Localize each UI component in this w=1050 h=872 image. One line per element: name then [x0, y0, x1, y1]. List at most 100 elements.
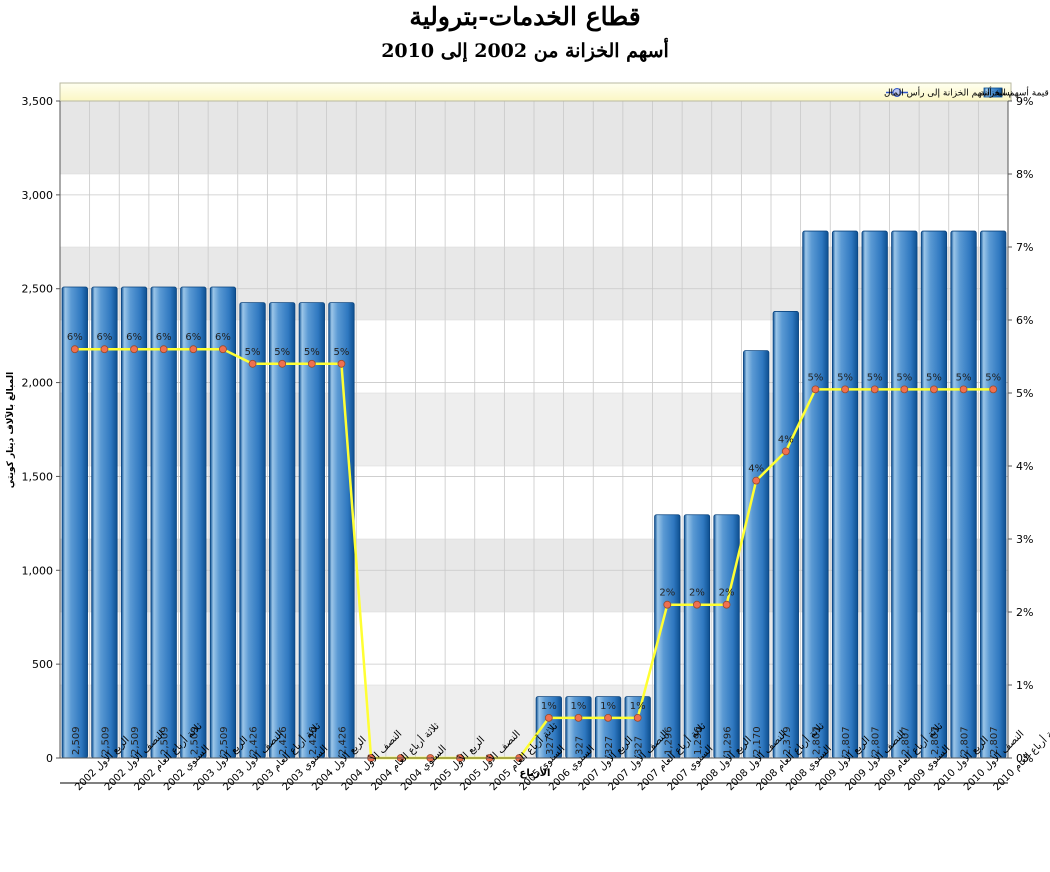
ratio-value-label: 1% [630, 701, 646, 712]
y2-tick-label: 9% [1016, 95, 1033, 108]
bar-series [61, 230, 1007, 759]
bar-value-label: 2,807 [900, 726, 911, 755]
bar [920, 230, 948, 759]
bar-value-label: 2,426 [337, 726, 348, 755]
line-series: 6% 6% 6% 6% 6% 6% 5% 5% 5% 5% 1% 1% 1% 1% 2% 2% 2% 4% 4% 5%… [67, 332, 1001, 762]
ratio-point [633, 713, 642, 722]
ratio-point [841, 385, 849, 394]
ratio-point [989, 385, 998, 394]
axes [59, 101, 1009, 784]
bar-value-label: 2,426 [249, 726, 260, 755]
bar [180, 286, 207, 759]
y-tick-label: 500 [32, 658, 53, 671]
ratio-point [159, 345, 168, 354]
ratio-value-label: 5% [837, 372, 853, 383]
y2-tick-label: 0% [1016, 752, 1033, 765]
ratio-point [959, 385, 968, 394]
ratio-point [544, 713, 553, 722]
y-tick-label: 1,500 [22, 470, 54, 483]
bar [743, 350, 770, 759]
ratio-point [219, 345, 227, 354]
y2-tick-label: 8% [1016, 168, 1033, 181]
y-tick-label: 2,500 [22, 283, 54, 296]
ratio-value-label: 6% [185, 332, 201, 343]
y-tick-label: 1,000 [22, 564, 54, 577]
y-tick-label: 3,000 [22, 189, 54, 202]
bar [683, 514, 711, 759]
bar [713, 514, 740, 759]
bar-value-label: 2,807 [811, 726, 822, 755]
ratio-value-label: 1% [600, 701, 616, 712]
bar-value-label: 327 [545, 736, 556, 755]
ratio-point [722, 600, 731, 609]
ratio-point [811, 385, 820, 394]
bar [239, 302, 266, 759]
ratio-value-label: 6% [215, 332, 231, 343]
ratio-line [74, 347, 994, 760]
bar [772, 311, 799, 759]
chart-title: قطاع الخدمات-بترولية [409, 2, 641, 31]
bar-value-label: 2,509 [189, 726, 200, 755]
bar-value-label: 2,426 [278, 726, 289, 755]
y-axis-ticks: 0 500 1,000 1,500 2,000 2,500 3,000 3,500 [22, 95, 60, 765]
ratio-point [130, 345, 138, 354]
ratio-point [574, 713, 583, 722]
ratio-value-label: 5% [985, 372, 1001, 383]
y-tick-label: 3,500 [22, 95, 54, 108]
ratio-point [307, 359, 316, 368]
chart-subtitle: أسهم الخزانة من 2002 إلى 2010 [381, 40, 669, 62]
ratio-point [663, 600, 672, 609]
bar-value-label: 2,509 [160, 726, 171, 755]
y2-tick-label: 3% [1016, 533, 1033, 546]
ratio-value-label: 5% [808, 372, 824, 383]
y-tick-label: 2,000 [22, 377, 54, 390]
ratio-point [930, 385, 938, 394]
ratio-point [337, 359, 346, 368]
ratio-value-label: 6% [67, 332, 83, 343]
bar-value-label: 2,807 [930, 726, 941, 755]
bar-value-label: 2,426 [308, 726, 319, 755]
bar-value-label: 2,379 [782, 726, 793, 755]
legend-bar-swatch [983, 87, 1003, 98]
y2-tick-label: 6% [1016, 314, 1033, 327]
bar-value-label: 1,296 [723, 726, 734, 755]
y2-tick-label: 2% [1016, 606, 1033, 619]
bar [802, 230, 829, 759]
ratio-point [248, 359, 257, 368]
ratio-point [604, 713, 612, 722]
ratio-point [693, 600, 701, 609]
y-tick-label: 0 [46, 752, 53, 765]
ratio-point [189, 345, 198, 354]
bar [269, 302, 296, 759]
y2-tick-label: 7% [1016, 241, 1033, 254]
bar-value-label: 1,296 [693, 726, 704, 755]
ratio-value-label: 1% [571, 701, 587, 712]
ratio-value-label: 5% [245, 347, 261, 358]
bar [861, 230, 888, 759]
ratio-value-label: 6% [126, 332, 142, 343]
bar [61, 286, 88, 759]
bar-value-label: 2,509 [219, 726, 230, 755]
bar-value-label: 2,509 [130, 726, 141, 755]
ratio-value-label: 2% [659, 588, 675, 599]
y-axis-label: المبالغ بالآلاف دينار كويتي [4, 372, 16, 488]
ratio-point [70, 345, 79, 354]
ratio-value-label: 5% [896, 372, 912, 383]
legend-bar-label: قيمة أسهم الخزانة [980, 87, 1049, 99]
ratio-value-label: 5% [334, 347, 350, 358]
bar-data-labels: 2,509 2,509 2,509 2,509 2,509 2,509 2,426 2,426… [71, 726, 1000, 755]
ratio-point [900, 385, 909, 394]
bar [150, 286, 177, 759]
legend-line-marker [892, 88, 902, 97]
bar [298, 302, 325, 759]
bar [891, 230, 918, 759]
ratio-value-label: 5% [867, 372, 883, 383]
bar-value-label: 2,807 [841, 726, 852, 755]
bar [980, 230, 1007, 759]
ratio-value-label: 5% [304, 347, 320, 358]
bar-value-label: 2,807 [871, 726, 882, 755]
bar [209, 286, 237, 759]
bar-value-label: 327 [634, 736, 645, 755]
legend-box [59, 82, 1012, 102]
